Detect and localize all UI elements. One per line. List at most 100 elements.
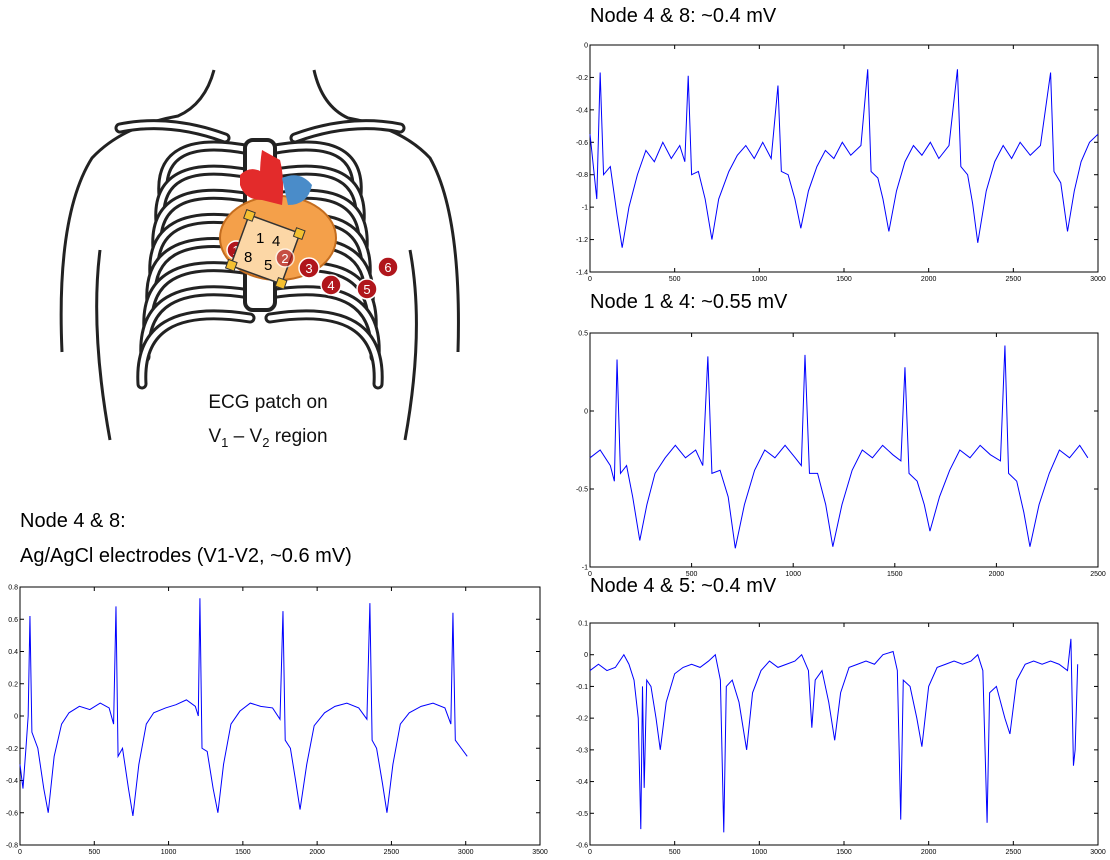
electrode-label: 4	[327, 278, 334, 293]
caption-part: –	[228, 426, 249, 447]
y-tick-label: -1.4	[576, 270, 588, 277]
rib	[264, 309, 384, 390]
caption-subscript: 1	[221, 435, 228, 450]
y-tick-label: 0	[584, 43, 588, 50]
x-tick-label: 1500	[235, 849, 251, 856]
chart: Node 1 & 4: ~0.55 mV0.50-0.5-10 500 1000 15…	[576, 291, 1106, 578]
y-tick-label: -0.3	[576, 747, 588, 754]
y-tick-label: -0.4	[576, 107, 588, 114]
x-tick-label: 2500	[1090, 571, 1106, 578]
ecg-line	[589, 345, 1089, 549]
x-tick-label: 1500	[836, 276, 852, 283]
chart-title: Node 4 & 8: ~0.4 mV	[590, 5, 777, 27]
x-tick-label: 1000	[161, 849, 177, 856]
patch-node: 1	[256, 230, 264, 247]
y-tick-label: 0.5	[578, 331, 588, 338]
rib	[139, 312, 253, 387]
y-tick-label: 0.2	[8, 681, 18, 688]
x-tick-label: 2000	[309, 849, 325, 856]
x-tick-label: 1500	[836, 849, 852, 856]
y-tick-label: 0	[14, 714, 18, 721]
x-tick-label: 1000	[785, 571, 801, 578]
patch-node: 8	[244, 249, 252, 266]
x-tick-label: 2500	[1006, 276, 1022, 283]
x-tick-label: 3500	[532, 849, 548, 856]
y-tick-label: -0.4	[576, 779, 588, 786]
y-tick-label: -0.5	[576, 487, 588, 494]
ecg-line	[589, 69, 1099, 248]
y-tick-label: 0.1	[578, 621, 588, 628]
electrode-label: 5	[363, 282, 370, 297]
x-tick-label: 2000	[989, 571, 1005, 578]
caption-part: region	[269, 426, 327, 447]
caption: ECG patch on	[208, 392, 327, 413]
y-tick-label: 0.4	[8, 649, 18, 656]
x-tick-label: 2500	[384, 849, 400, 856]
rib	[154, 191, 253, 252]
y-tick-label: -1.2	[576, 237, 588, 244]
x-tick-label: 0	[588, 276, 592, 283]
y-tick-label: -1	[582, 205, 588, 212]
y-tick-label: 0	[584, 652, 588, 659]
x-tick-label: 0	[588, 571, 592, 578]
x-tick-label: 3000	[1090, 276, 1106, 283]
rib	[157, 167, 253, 225]
x-tick-label: 0	[18, 849, 22, 856]
y-tick-label: -0.6	[576, 140, 588, 147]
y-tick-label: -0.1	[576, 684, 588, 691]
patch-node: 4	[272, 233, 280, 250]
electrode-label: 6	[384, 260, 391, 275]
x-tick-label: 1000	[752, 849, 768, 856]
chart: Node 4 & 8: ~0.4 mV 0 -0.2 -0.4 -0.6 -0.8 -1 -1…	[576, 5, 1106, 283]
y-tick-label: -0.2	[576, 75, 588, 82]
x-tick-label: 2000	[921, 849, 937, 856]
x-tick-label: 0	[588, 849, 592, 856]
y-tick-label: -0.2	[6, 746, 18, 753]
x-tick-label: 2000	[921, 276, 937, 283]
x-tick-label: 500	[669, 849, 681, 856]
y-tick-label: 0.6	[8, 617, 18, 624]
x-tick-label: 500	[686, 571, 698, 578]
rib	[136, 309, 256, 390]
y-tick-label: -0.8	[576, 172, 588, 179]
caption-part: V	[208, 426, 221, 447]
chart: Node 4 & 8: Ag/AgCl electrodes (V1-V2, ~0…	[6, 510, 548, 856]
plot-frame	[589, 332, 1099, 568]
x-tick-label: 1000	[752, 276, 768, 283]
x-tick-label: 3000	[1090, 849, 1106, 856]
rib	[267, 167, 363, 225]
y-tick-label: -0.4	[6, 778, 18, 785]
rib	[267, 312, 381, 387]
y-tick-label: 0.8	[8, 585, 18, 592]
y-tick-label: -0.5	[576, 811, 588, 818]
y-tick-label: -1	[582, 565, 588, 572]
x-tick-label: 2500	[1006, 849, 1022, 856]
x-tick-label: 1500	[887, 571, 903, 578]
patch-node: 5	[264, 257, 272, 274]
ecg-line	[19, 598, 468, 817]
rib	[267, 143, 360, 198]
caption-part: V	[250, 426, 263, 447]
x-tick-label: 500	[88, 849, 100, 856]
y-tick-label: -0.8	[6, 843, 18, 850]
chart-title: Node 1 & 4: ~0.55 mV	[590, 291, 788, 313]
plot-frame	[589, 44, 1099, 273]
caption-subscript: 2	[262, 435, 269, 450]
x-tick-label: 3000	[458, 849, 474, 856]
ecg-line	[589, 638, 1079, 833]
caption: V1 – V2 region	[208, 426, 327, 450]
plot-frame	[589, 622, 1099, 846]
rib	[160, 143, 253, 198]
electrode-label: 3	[305, 261, 312, 276]
y-tick-label: 0	[584, 409, 588, 416]
y-tick-label: -0.6	[576, 843, 588, 850]
chest-illustration: 1 1 4 8 5 2 3 4 5 6 ECG patch on V1 – V2…	[59, 69, 460, 450]
chart: Node 4 & 5: ~0.4 mV 0.1 0 -0.1 -0.2 -0.3 -0.4 -…	[576, 575, 1106, 856]
y-tick-label: -0.2	[576, 716, 588, 723]
chart-title: Node 4 & 5: ~0.4 mV	[590, 575, 777, 597]
y-tick-label: -0.6	[6, 810, 18, 817]
chart-title: Node 4 & 8:	[20, 510, 126, 532]
chart-subtitle: Ag/AgCl electrodes (V1-V2, ~0.6 mV)	[20, 545, 352, 567]
